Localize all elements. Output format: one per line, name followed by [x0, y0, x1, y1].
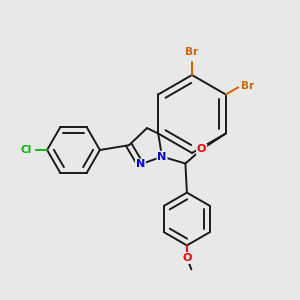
Text: O: O	[197, 144, 206, 154]
Text: Br: Br	[185, 47, 199, 58]
Text: Cl: Cl	[20, 145, 32, 155]
Text: N: N	[158, 152, 166, 162]
Text: N: N	[136, 159, 145, 170]
Text: O: O	[182, 253, 192, 263]
Text: Br: Br	[241, 81, 254, 91]
